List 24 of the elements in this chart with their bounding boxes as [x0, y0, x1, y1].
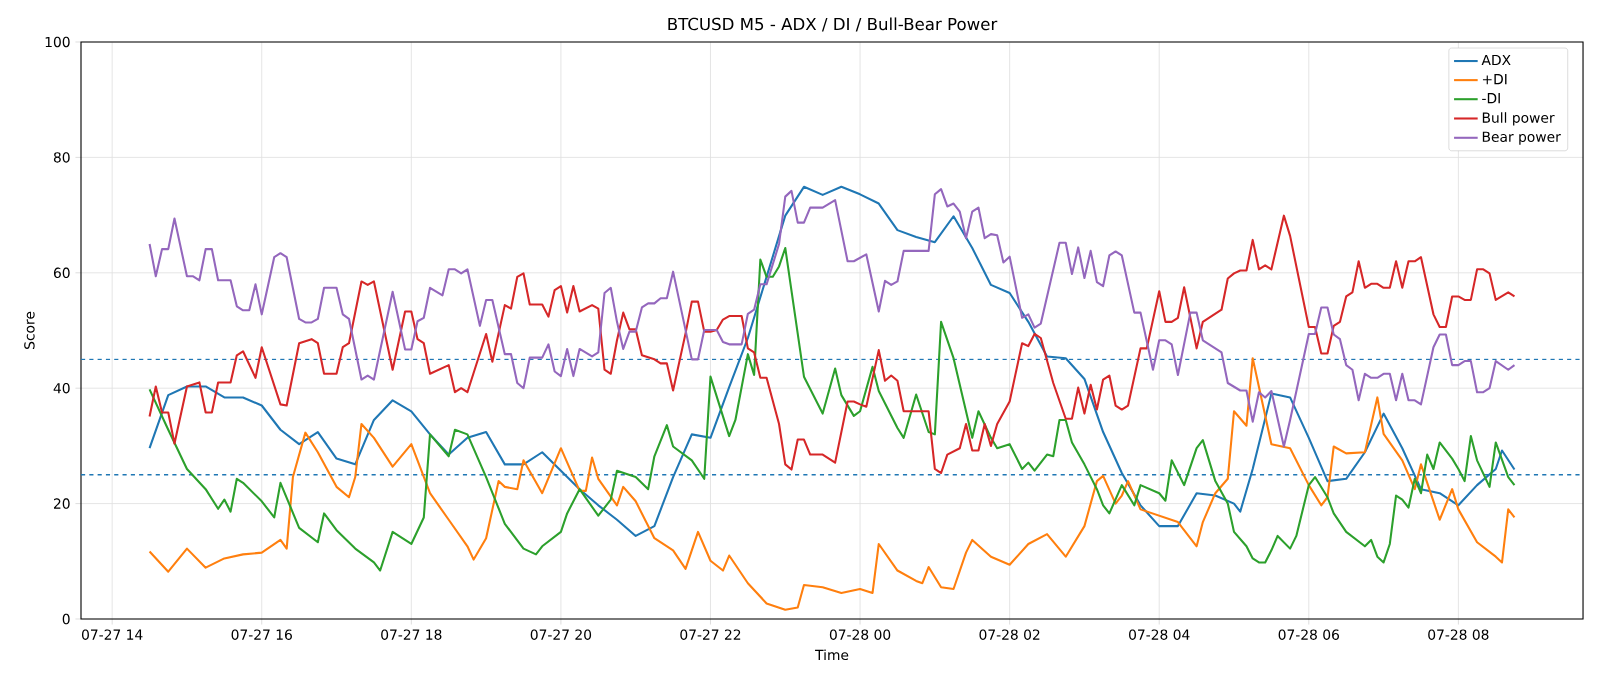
y-tick-label: 20 [53, 498, 70, 509]
legend-label: Bear power [1482, 131, 1561, 145]
y-tick-label: 0 [62, 613, 70, 625]
y-tick-label: 60 [53, 267, 70, 279]
legend-label: -DI [1482, 93, 1500, 104]
y-tick-label: 40 [53, 382, 70, 394]
y-tick-label: 100 [45, 36, 70, 48]
x-tick-label: 07-28 06 [1278, 629, 1340, 640]
legend-label: Bull power [1482, 112, 1555, 126]
x-tick-label: 07-28 00 [829, 629, 891, 640]
x-tick-label: 07-27 18 [381, 629, 442, 640]
x-tick-label: 07-28 08 [1428, 629, 1489, 640]
legend-label: ADX [1481, 54, 1511, 66]
x-tick-label: 07-28 04 [1129, 629, 1190, 640]
x-tick-label: 07-27 22 [680, 629, 741, 640]
chart-title: BTCUSD M5 - ADX / DI / Bull-Bear Power [668, 17, 998, 32]
x-tick-label: 07-27 16 [231, 629, 292, 640]
x-axis-title: Time [815, 649, 849, 661]
x-tick-label: 07-27 20 [530, 629, 592, 640]
y-tick-label: 80 [53, 152, 70, 163]
x-tick-label: 07-28 02 [979, 629, 1040, 640]
y-axis-title: Score [24, 311, 35, 349]
legend-label: +DI [1482, 74, 1507, 85]
x-tick-label: 07-27 14 [81, 629, 143, 640]
